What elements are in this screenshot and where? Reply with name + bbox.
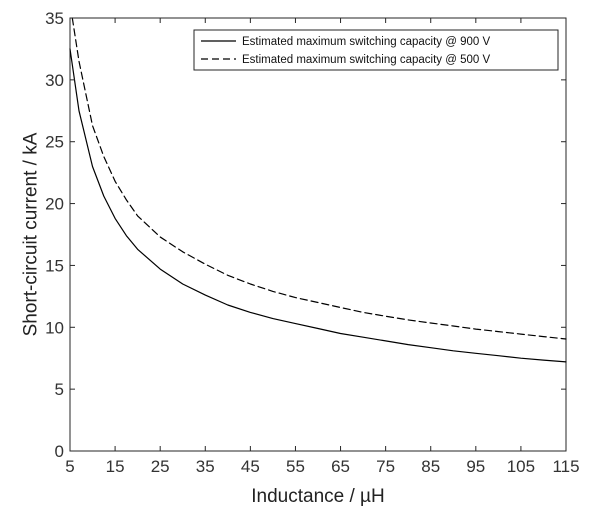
legend-label-900v: Estimated maximum switching capacity @ 9… bbox=[242, 36, 490, 48]
x-tick-label: 35 bbox=[196, 457, 215, 476]
y-tick-label: 35 bbox=[45, 9, 64, 28]
x-tick-label: 45 bbox=[241, 457, 260, 476]
x-tick-label: 5 bbox=[65, 457, 74, 476]
x-tick-label: 55 bbox=[286, 457, 305, 476]
x-tick-label: 15 bbox=[106, 457, 125, 476]
x-tick-label: 65 bbox=[331, 457, 350, 476]
y-tick-label: 5 bbox=[55, 380, 64, 399]
x-tick-label: 105 bbox=[507, 457, 535, 476]
x-tick-label: 85 bbox=[421, 457, 440, 476]
y-tick-label: 30 bbox=[45, 71, 64, 90]
plot-area-frame bbox=[69, 17, 567, 452]
legend: Estimated maximum switching capacity @ 9… bbox=[193, 29, 559, 71]
y-tick-label: 0 bbox=[55, 442, 64, 461]
y-axis-label: Short-circuit current / kA bbox=[21, 132, 42, 336]
y-tick-label: 15 bbox=[45, 256, 64, 275]
legend-label-500v: Estimated maximum switching capacity @ 5… bbox=[242, 54, 490, 66]
series-layer bbox=[69, 17, 567, 363]
legend-box bbox=[193, 29, 559, 71]
series-line-500v bbox=[71, 17, 567, 340]
x-axis-label: Inductance / µH bbox=[251, 486, 384, 507]
x-tick-label: 115 bbox=[552, 457, 579, 476]
x-tick-label: 95 bbox=[466, 457, 485, 476]
y-tick-label: 10 bbox=[45, 318, 64, 337]
y-tick-label: 20 bbox=[45, 195, 64, 214]
x-tick-label: 25 bbox=[151, 457, 170, 476]
series-line-900v bbox=[69, 48, 567, 363]
y-tick-label: 25 bbox=[45, 133, 64, 152]
x-tick-label: 75 bbox=[376, 457, 395, 476]
